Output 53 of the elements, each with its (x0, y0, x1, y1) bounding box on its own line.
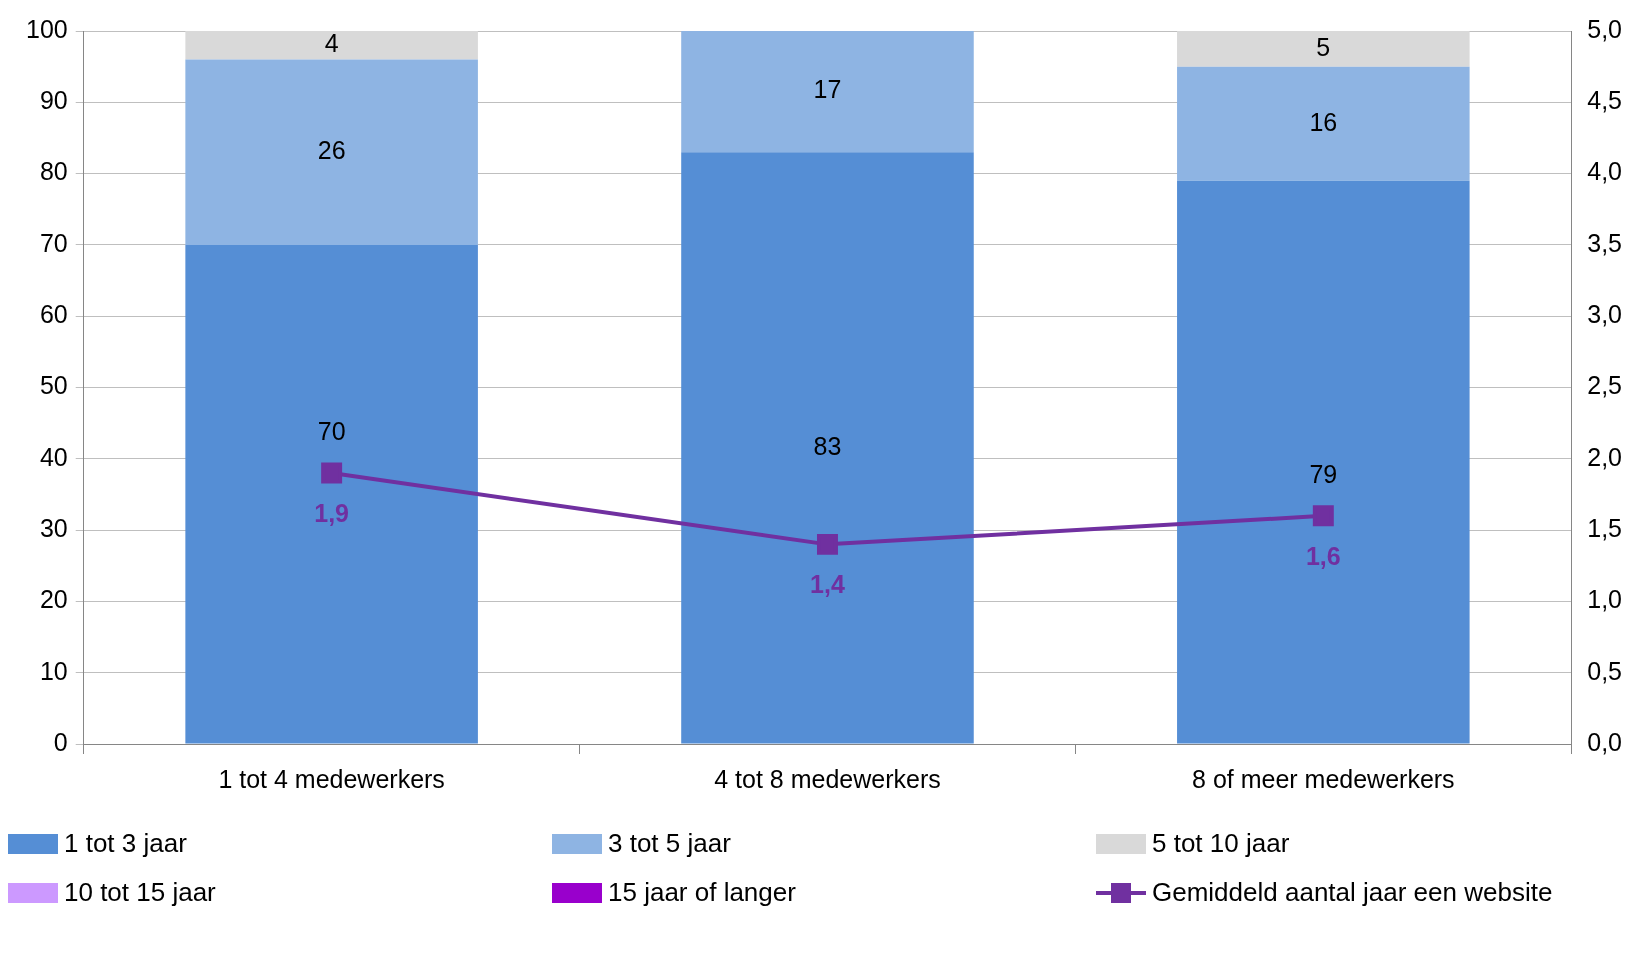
bar (1177, 31, 1470, 67)
bar (681, 31, 974, 153)
y-tick-label: 40 (39, 442, 68, 471)
point (816, 533, 838, 555)
bar (681, 152, 974, 744)
y2-tick-label: 4,0 (1587, 157, 1623, 186)
x-tick-label: 4 tot 8 medewerkers (714, 764, 941, 793)
legend-label: 5 tot 10 jaar (1152, 828, 1290, 859)
y-tick-label: 70 (39, 228, 68, 257)
data-label: 1,4 (810, 570, 845, 599)
y-tick-label: 0 (53, 727, 68, 756)
y2-tick-label: 3,0 (1587, 300, 1623, 329)
x-tick-label: 1 tot 4 medewerkers (218, 764, 445, 793)
y2-tick-label: 0,0 (1587, 727, 1623, 756)
data-label: 79 (1309, 459, 1338, 488)
legend-label: Gemiddeld aantal jaar een website (1152, 877, 1553, 908)
y-tick-label: 50 (39, 371, 68, 400)
data-label: 1,6 (1305, 541, 1341, 570)
data-label: 70 (317, 416, 346, 445)
data-label: 26 (317, 136, 346, 165)
y2-tick-label: 3,5 (1587, 228, 1623, 257)
legend-label: 10 tot 15 jaar (64, 877, 216, 908)
y-tick-label: 30 (39, 513, 68, 542)
y2-tick-label: 2,0 (1587, 442, 1623, 471)
bar (185, 31, 478, 60)
y2-tick-label: 2,5 (1587, 371, 1623, 400)
y2-tick-label: 1,0 (1587, 585, 1623, 614)
bar (185, 59, 478, 245)
y2-tick-label: 0,5 (1587, 656, 1623, 685)
legend-label: 3 tot 5 jaar (608, 828, 731, 859)
y-tick-label: 100 (25, 14, 68, 43)
data-label: 4 (324, 29, 339, 58)
legend-label: 15 jaar of langer (608, 877, 796, 908)
point (321, 462, 343, 484)
y-tick-label: 20 (39, 585, 68, 614)
data-label: 1,9 (314, 498, 350, 527)
x-tick-label: 8 of meer medewerkers (1192, 764, 1455, 793)
legend-label: 1 tot 3 jaar (64, 828, 187, 859)
y-tick-label: 90 (39, 86, 68, 115)
data-label: 5 (1316, 32, 1331, 61)
y2-tick-label: 4,5 (1587, 86, 1623, 115)
y2-tick-label: 1,5 (1587, 513, 1623, 542)
data-label: 16 (1309, 107, 1338, 136)
y2-tick-label: 5,0 (1587, 14, 1623, 43)
data-label: 83 (813, 431, 842, 460)
point (1312, 505, 1334, 527)
y-tick-label: 60 (39, 300, 68, 329)
bar (185, 244, 478, 744)
data-label: 17 (813, 75, 842, 104)
bar (1177, 66, 1470, 181)
y-tick-label: 80 (39, 157, 68, 186)
y-tick-label: 10 (39, 656, 68, 685)
bar (1177, 180, 1470, 744)
